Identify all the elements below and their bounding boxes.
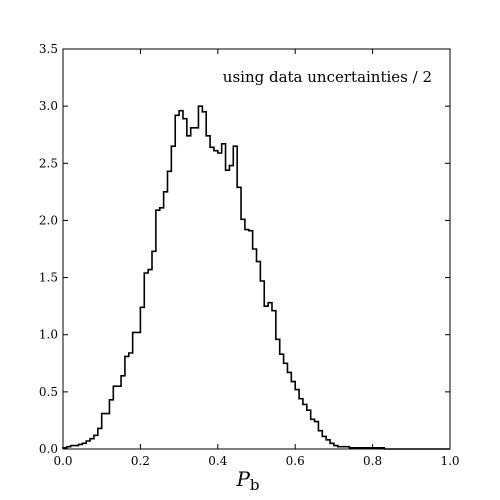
- histogram-step-line: [62, 105, 450, 450]
- x-tick-label: 0.4: [208, 454, 227, 468]
- y-tick-label: 0.5: [39, 385, 58, 399]
- y-tick-label: 2.0: [39, 213, 58, 227]
- x-axis-label-main: P: [235, 467, 250, 491]
- x-tick-label: 0.8: [363, 454, 382, 468]
- y-axis-ticks: 0.0 0.5 1.0 1.5 2.0 2.5 3.0 3.5: [39, 42, 450, 456]
- chart-annotation: using data uncertainties / 2: [223, 68, 432, 86]
- x-tick-label: 0.2: [131, 454, 150, 468]
- x-tick-label: 0.0: [53, 454, 72, 468]
- y-tick-label: 1.0: [39, 328, 58, 342]
- y-tick-label: 3.5: [39, 42, 58, 56]
- x-tick-label: 0.6: [286, 454, 305, 468]
- y-tick-label: 1.5: [39, 271, 58, 285]
- y-tick-label: 3.0: [39, 99, 58, 113]
- x-tick-label: 1.0: [440, 454, 459, 468]
- y-tick-label: 0.0: [39, 442, 58, 456]
- x-axis-label-subscript: b: [250, 476, 260, 494]
- plot-frame: [62, 48, 451, 450]
- x-axis-label: Pb: [235, 467, 259, 494]
- y-tick-label: 2.5: [39, 156, 58, 170]
